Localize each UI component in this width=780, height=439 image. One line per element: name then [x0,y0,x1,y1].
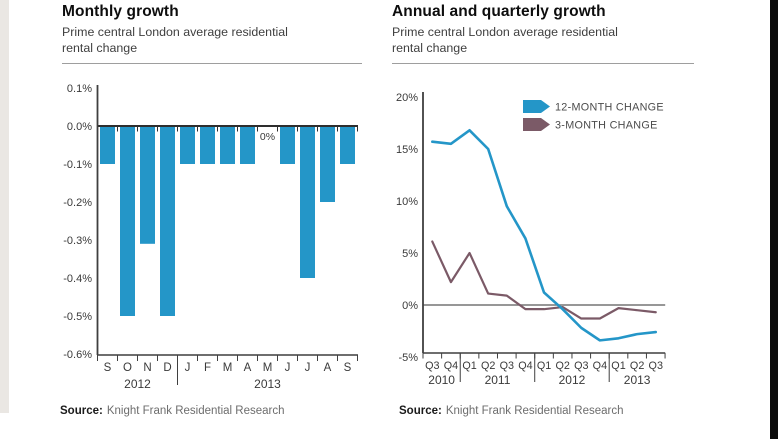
svg-text:Q3: Q3 [425,360,439,372]
svg-text:-5%: -5% [398,352,418,364]
source-text: Knight Frank Residential Research [445,405,624,417]
panel-title-annual: Annual and quarterly growth [392,3,606,20]
svg-text:Q4: Q4 [518,360,532,372]
svg-text:Q1: Q1 [611,360,625,372]
svg-text:A: A [324,362,332,374]
svg-text:10%: 10% [396,196,418,208]
svg-text:M: M [223,362,233,374]
svg-text:12-MONTH CHANGE: 12-MONTH CHANGE [555,102,664,114]
svg-text:-0.4%: -0.4% [63,273,92,285]
header-divider [392,63,694,64]
svg-text:Q2: Q2 [555,360,569,372]
monthly-growth-panel: Monthly growth Prime central London aver… [62,0,362,64]
svg-text:2013: 2013 [254,377,281,391]
source-label: Source: [399,405,442,417]
svg-text:Q3: Q3 [500,360,514,372]
svg-text:15%: 15% [396,144,418,156]
annual-quarterly-growth-panel: Annual and quarterly growth Prime centra… [392,0,694,64]
svg-text:Q4: Q4 [444,360,458,372]
svg-text:2013: 2013 [624,373,651,387]
svg-text:-0.6%: -0.6% [63,349,92,361]
panel-subtitle-monthly: Prime central London average residential… [62,25,288,55]
svg-text:Q3: Q3 [649,360,663,372]
svg-text:-0.5%: -0.5% [63,311,92,323]
svg-text:0.1%: 0.1% [67,83,92,95]
annual-quarterly-line-chart: 20% 15% 10% 5% 0% -5% Q3 Q4 Q1 Q2 Q3 Q4 Q1 Q2 Q3 Q4 Q1 Q2… [396,92,666,387]
svg-text:F: F [204,362,211,374]
svg-text:0.0%: 0.0% [67,121,92,133]
panel-subtitle-annual: Prime central London average residential… [392,25,618,55]
svg-text:Q1: Q1 [537,360,551,372]
svg-text:3-MONTH CHANGE: 3-MONTH CHANGE [555,120,658,132]
svg-text:A: A [244,362,252,374]
source-line-right: Source: Knight Frank Residential Research [399,405,624,417]
svg-text:D: D [163,362,171,374]
svg-text:M: M [263,362,273,374]
svg-text:20%: 20% [396,92,418,104]
source-text: Knight Frank Residential Research [106,405,285,417]
svg-text:0%: 0% [402,300,418,312]
svg-text:Q2: Q2 [481,360,495,372]
svg-text:S: S [104,362,112,374]
svg-text:2010: 2010 [428,373,455,387]
header-divider [62,63,362,64]
source-label: Source: [60,405,103,417]
svg-text:Q4: Q4 [593,360,607,372]
svg-text:2011: 2011 [485,373,511,387]
svg-text:0%: 0% [260,131,275,143]
svg-text:J: J [185,362,191,374]
svg-text:5%: 5% [402,248,418,260]
panel-title-monthly: Monthly growth [62,3,179,20]
svg-text:Q3: Q3 [574,360,588,372]
left-edge-strip [0,0,9,413]
svg-text:-0.1%: -0.1% [63,159,92,171]
svg-text:O: O [123,362,132,374]
svg-text:S: S [344,362,352,374]
svg-text:Q2: Q2 [630,360,644,372]
svg-text:2012: 2012 [559,373,586,387]
svg-text:-0.2%: -0.2% [63,197,92,209]
svg-text:Q1: Q1 [462,360,476,372]
right-edge-bar [770,0,778,439]
source-line-left: Source: Knight Frank Residential Research [60,405,285,417]
monthly-growth-bar-chart: 0.1%0.0%-0.1%-0.2%-0.3%-0.4%-0.5%-0.6%S O… [63,83,358,391]
svg-text:2012: 2012 [124,377,151,391]
svg-text:-0.3%: -0.3% [63,235,92,247]
svg-text:N: N [143,362,151,374]
svg-text:J: J [285,362,291,374]
svg-text:J: J [305,362,311,374]
